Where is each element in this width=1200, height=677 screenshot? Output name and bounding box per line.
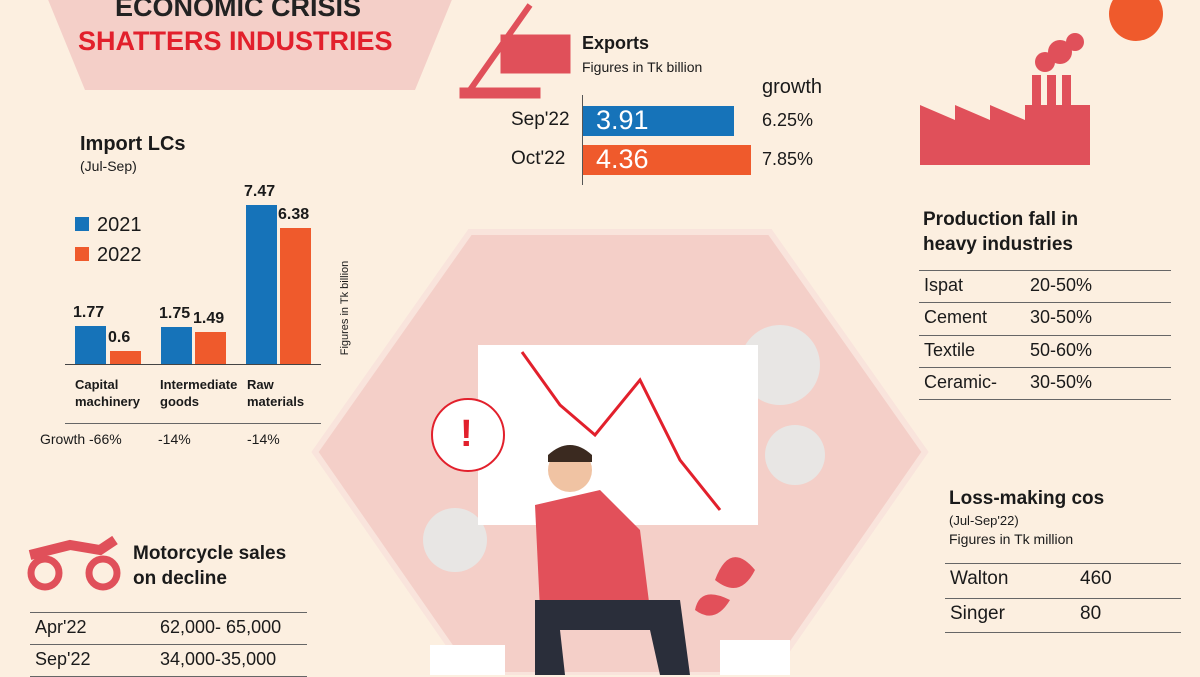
data-label: 0.6 [108,329,131,347]
loss-title: Loss-making cos [949,488,1105,509]
motorcycle-value: 62,000- 65,000 [160,617,282,637]
row-divider [945,632,1181,633]
row-divider [30,612,307,613]
production-label: Ispat [924,275,964,295]
import-subtitle: (Jul-Sep) [80,158,137,174]
motorcycle-title: Motorcycle sales on decline [133,543,287,589]
bar-2021 [161,326,192,364]
motorcycle-value: 34,000-35,000 [160,649,277,669]
growth-value: -14% [158,431,191,447]
exports-title: Exports [582,33,650,53]
row-divider [919,366,1171,368]
legend: 2021 2022 [75,210,142,270]
growth-value: -14% [247,431,280,447]
category-label: Raw materials [247,377,305,409]
motorcycle-label: Apr'22 [35,617,87,637]
export-growth: 6.25% [762,110,814,130]
row-divider [919,334,1171,336]
bar-2022 [110,351,141,364]
growth-value: Growth -66% [40,431,122,447]
row-divider [945,563,1181,564]
motorcycle-label: Sep'22 [35,649,91,669]
row-divider [919,399,1171,401]
bar-2021 [246,204,277,364]
bar-2022 [280,228,311,364]
production-label: Ceramic- [924,371,998,392]
legend-item-2021: 2021 [75,210,142,240]
title-line1: ECONOMIC CRISIS [115,0,362,22]
export-month: Oct'22 [511,148,566,169]
alert-bubble [431,398,505,472]
row-divider [919,302,1171,304]
growth-header: growth [762,76,823,98]
production-value: 20-50% [1030,275,1093,295]
import-ylabel: Figures in Tk billion [339,260,351,356]
import-title: Import LCs [80,133,186,155]
exports-axis [582,95,583,185]
data-label: 7.47 [244,182,276,200]
title-hexagon [48,0,452,90]
factory-icon [920,33,1090,165]
export-value: 3.91 [596,105,649,135]
exports-subtitle: Figures in Tk billion [582,59,703,75]
illustration [423,325,825,675]
motorcycle-icon [27,535,121,591]
data-label: 1.75 [159,304,191,322]
sun-icon [1109,0,1163,41]
loss-label: Walton [950,568,1009,589]
bar-2022 [195,332,226,364]
falling-trend-line [520,351,722,511]
production-label: Cement [924,307,988,328]
chart-board [478,345,758,525]
loss-units: Figures in Tk million [949,531,1074,547]
row-divider [945,597,1181,599]
title-line2: SHATTERS INDUSTRIES [78,26,393,56]
bar-2021 [75,326,106,364]
loss-label: Singer [950,602,1005,624]
category-label: Intermediate goods [160,377,238,409]
category-label: Capital machinery [75,377,141,409]
data-label: 6.38 [278,206,310,224]
loss-value: 460 [1080,568,1112,589]
production-title: Production fall in heavy industries [923,209,1079,255]
export-month: Sep'22 [511,109,570,130]
divider [65,423,321,424]
production-label: Textile [924,339,976,360]
crane-icon [459,3,571,99]
legend-item-2022: 2022 [75,240,142,270]
export-growth: 7.85% [762,149,814,169]
loss-period: (Jul-Sep'22) [949,513,1019,528]
export-value: 4.36 [596,144,649,174]
person-shirt [535,490,650,610]
import-baseline [65,364,321,365]
production-value: 50-60% [1030,339,1093,360]
row-divider [919,270,1171,271]
loss-value: 80 [1080,602,1102,624]
data-label: 1.49 [193,310,225,328]
alert-mark: ! [460,413,473,455]
production-value: 30-50% [1030,371,1093,392]
export-bar [583,145,752,175]
production-value: 30-50% [1030,307,1093,328]
export-bar [583,106,734,136]
row-divider [30,644,307,645]
data-label: 1.77 [73,304,105,322]
